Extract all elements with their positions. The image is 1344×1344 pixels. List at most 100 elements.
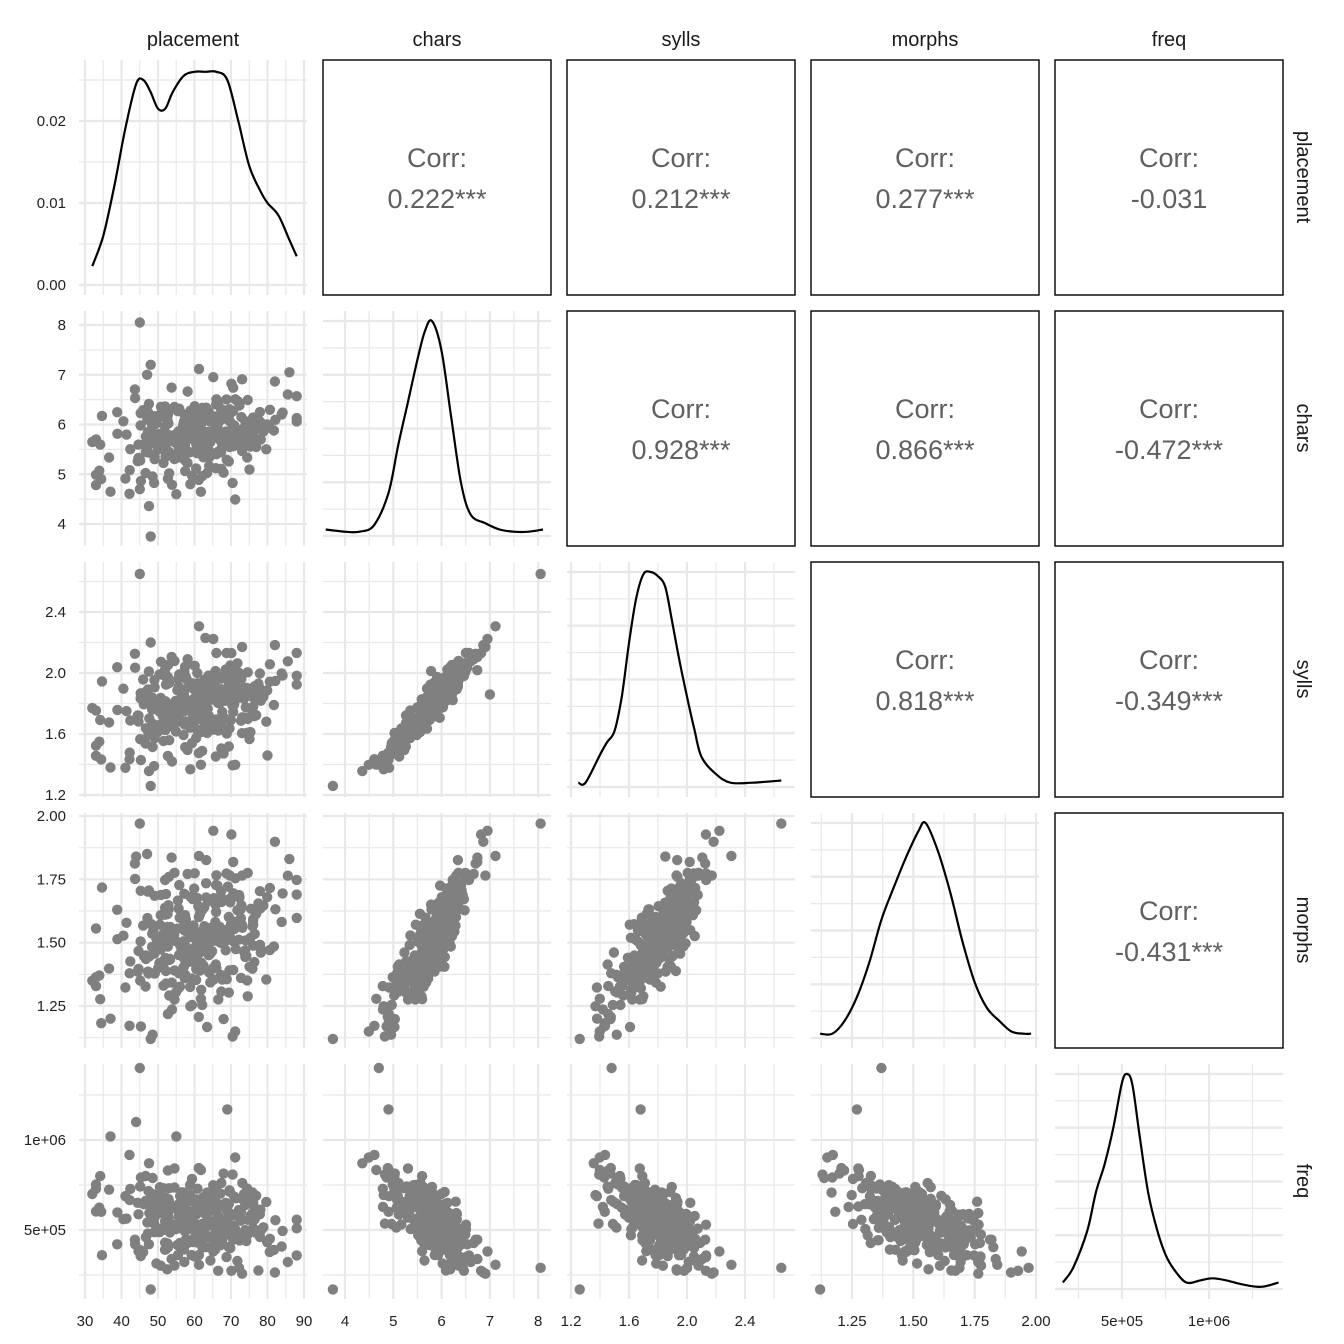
x-tick-label-morphs: 2.00: [1021, 1313, 1050, 1330]
y-tick-label-morphs: 2.00: [37, 808, 66, 825]
y-tick-label-placement: 0.02: [37, 113, 66, 130]
svg-text:Corr:: Corr:: [895, 394, 955, 424]
corr-panel-placement-chars: Corr: 0.222***: [322, 59, 552, 296]
row-strip-freq: freq: [1292, 1164, 1314, 1198]
density-curve-freq: [1061, 1072, 1279, 1288]
corr-panel-chars-freq: Corr: -0.472***: [1054, 310, 1284, 547]
y-tick-label-freq: 5e+05: [24, 1222, 66, 1239]
scatter-panel-freq-vs-morphs: [814, 1062, 1034, 1295]
y-tick-label-freq: 1e+06: [24, 1132, 66, 1149]
svg-text:0.222***: 0.222***: [387, 184, 487, 214]
scatter-panel-sylls-vs-chars: [327, 568, 546, 792]
x-tick-label-chars: 5: [389, 1313, 397, 1330]
y-tick-label-chars: 8: [58, 317, 66, 334]
y-tick-label-sylls: 1.6: [45, 726, 66, 743]
corr-panel-sylls-freq: Corr: -0.349***: [1054, 561, 1284, 798]
row-strip-morphs: morphs: [1292, 897, 1314, 964]
x-tick-label-freq: 5e+05: [1101, 1313, 1143, 1330]
x-tick-label-placement: 30: [77, 1313, 94, 1330]
corr-panel-sylls-morphs: Corr: 0.818***: [810, 561, 1040, 798]
svg-text:-0.349***: -0.349***: [1115, 686, 1224, 716]
y-tick-label-sylls: 2.0: [45, 665, 66, 682]
svg-text:Corr:: Corr:: [1139, 645, 1199, 675]
svg-text:0.212***: 0.212***: [631, 184, 731, 214]
x-tick-label-placement: 80: [259, 1313, 276, 1330]
x-tick-label-morphs: 1.50: [899, 1313, 928, 1330]
scatter-panel-freq-vs-chars: [327, 1062, 546, 1295]
scatter-panel-freq-vs-placement: [87, 1062, 302, 1295]
scatter-panel-freq-vs-sylls: [574, 1062, 787, 1295]
corr-panel-placement-morphs: Corr: 0.277***: [810, 59, 1040, 296]
x-tick-label-sylls: 1.6: [619, 1313, 640, 1330]
corr-panel-placement-freq: Corr: -0.031: [1054, 59, 1284, 296]
panels: [87, 70, 1279, 1295]
scatter-panel-morphs-vs-sylls: [574, 818, 787, 1045]
svg-text:Corr:: Corr:: [1139, 394, 1199, 424]
x-tick-label-placement: 50: [150, 1313, 167, 1330]
svg-text:0.928***: 0.928***: [631, 435, 731, 465]
x-tick-label-chars: 6: [437, 1313, 445, 1330]
y-tick-label-chars: 5: [58, 466, 66, 483]
svg-text:-0.472***: -0.472***: [1115, 435, 1224, 465]
svg-text:Corr:: Corr:: [895, 645, 955, 675]
x-tick-label-morphs: 1.25: [837, 1313, 866, 1330]
corr-panel-placement-sylls: Corr: 0.212***: [566, 59, 796, 296]
svg-text:Corr:: Corr:: [1139, 143, 1199, 173]
svg-text:Corr:: Corr:: [1139, 896, 1199, 926]
density-curve-chars: [325, 319, 544, 534]
svg-text:0.277***: 0.277***: [875, 184, 975, 214]
corr-panel-morphs-freq: Corr: -0.431***: [1054, 812, 1284, 1049]
svg-text:-0.431***: -0.431***: [1115, 937, 1224, 967]
x-tick-label-chars: 7: [486, 1313, 494, 1330]
corr-panel-chars-sylls: Corr: 0.928***: [566, 310, 796, 547]
x-tick-label-sylls: 2.4: [735, 1313, 756, 1330]
col-strip-placement: placement: [147, 29, 240, 51]
y-tick-label-chars: 7: [58, 367, 66, 384]
svg-text:Corr:: Corr:: [895, 143, 955, 173]
svg-text:Corr:: Corr:: [651, 394, 711, 424]
x-tick-label-freq: 1e+06: [1188, 1313, 1230, 1330]
correlation-panels: Corr: 0.222*** Corr: 0.212*** Corr: 0.27…: [322, 59, 1284, 1049]
row-strip-sylls: sylls: [1292, 660, 1314, 699]
corr-panel-chars-morphs: Corr: 0.866***: [810, 310, 1040, 547]
col-strip-morphs: morphs: [892, 29, 959, 51]
x-tick-label-sylls: 2.0: [677, 1313, 698, 1330]
scatter-panel-morphs-vs-chars: [327, 818, 546, 1045]
svg-text:0.866***: 0.866***: [875, 435, 975, 465]
row-strip-placement: placement: [1292, 131, 1314, 224]
density-curve-morphs: [820, 821, 1032, 1036]
axis-tick-labels: 30 40 50 60 70 80 90 4 5 6 7 8 1.2 1.6 2.0 2.4 1.25 1.50 1…: [24, 113, 1230, 1330]
density-curve-placement: [91, 70, 298, 267]
col-strip-freq: freq: [1152, 29, 1186, 51]
y-tick-label-morphs: 1.75: [37, 871, 66, 888]
svg-text:-0.031: -0.031: [1131, 184, 1208, 214]
y-tick-label-chars: 6: [58, 417, 66, 434]
row-strip-chars: chars: [1292, 404, 1314, 453]
y-tick-label-sylls: 1.2: [45, 787, 66, 804]
x-tick-label-placement: 40: [113, 1313, 130, 1330]
y-tick-label-placement: 0.01: [37, 195, 66, 212]
x-tick-label-chars: 8: [534, 1313, 542, 1330]
scatter-panel-sylls-vs-placement: [87, 568, 302, 792]
x-tick-label-chars: 4: [341, 1313, 349, 1330]
svg-text:0.818***: 0.818***: [875, 686, 975, 716]
y-tick-label-chars: 4: [58, 516, 66, 533]
y-tick-label-sylls: 2.4: [45, 604, 66, 621]
x-tick-label-sylls: 1.2: [561, 1313, 582, 1330]
col-strip-chars: chars: [413, 29, 462, 51]
scatter-panel-morphs-vs-placement: [87, 818, 302, 1045]
y-tick-label-morphs: 1.25: [37, 998, 66, 1015]
col-strip-sylls: sylls: [662, 29, 701, 51]
y-tick-label-morphs: 1.50: [37, 935, 66, 952]
x-tick-label-morphs: 1.75: [960, 1313, 989, 1330]
svg-text:Corr:: Corr:: [651, 143, 711, 173]
scatter-panel-chars-vs-placement: [87, 317, 302, 542]
svg-text:Corr:: Corr:: [407, 143, 467, 173]
x-tick-label-placement: 70: [223, 1313, 240, 1330]
density-curve-sylls: [577, 570, 782, 786]
x-tick-label-placement: 90: [296, 1313, 313, 1330]
x-tick-label-placement: 60: [186, 1313, 203, 1330]
strip-labels: placement chars sylls morphs freq placem…: [147, 29, 1314, 1198]
y-tick-label-placement: 0.00: [37, 277, 66, 294]
